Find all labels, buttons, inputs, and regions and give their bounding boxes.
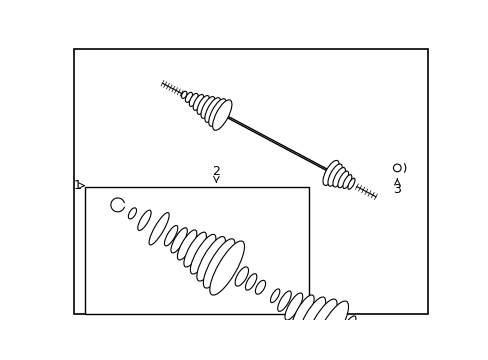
Ellipse shape [197,237,225,281]
Ellipse shape [193,94,203,110]
Ellipse shape [313,301,348,355]
Ellipse shape [332,167,345,187]
Ellipse shape [291,295,313,329]
Ellipse shape [208,99,226,126]
Ellipse shape [164,225,178,246]
Ellipse shape [204,98,220,122]
Ellipse shape [212,100,231,130]
Ellipse shape [171,228,187,253]
Ellipse shape [255,280,265,294]
Ellipse shape [323,161,338,185]
Ellipse shape [235,267,248,286]
Ellipse shape [393,164,400,172]
Ellipse shape [331,316,355,355]
Ellipse shape [342,175,351,189]
Ellipse shape [245,274,256,290]
Ellipse shape [128,208,136,219]
Ellipse shape [177,230,197,260]
Ellipse shape [181,91,186,98]
Ellipse shape [209,241,244,295]
Bar [85,187,308,314]
Ellipse shape [203,239,235,288]
Ellipse shape [306,299,336,346]
Ellipse shape [347,178,354,189]
Ellipse shape [190,234,216,274]
Ellipse shape [277,291,291,311]
Ellipse shape [299,297,325,338]
Ellipse shape [185,92,192,102]
Text: 1: 1 [74,179,81,192]
Ellipse shape [201,96,215,118]
Ellipse shape [337,171,348,188]
Text: 3: 3 [392,183,401,196]
Ellipse shape [189,93,198,106]
Ellipse shape [138,210,151,230]
Text: 2: 2 [212,165,220,178]
Ellipse shape [197,95,209,114]
Ellipse shape [183,232,206,267]
Ellipse shape [149,213,169,245]
Ellipse shape [327,164,342,186]
Ellipse shape [388,159,405,176]
Ellipse shape [270,289,279,303]
Ellipse shape [285,293,302,320]
